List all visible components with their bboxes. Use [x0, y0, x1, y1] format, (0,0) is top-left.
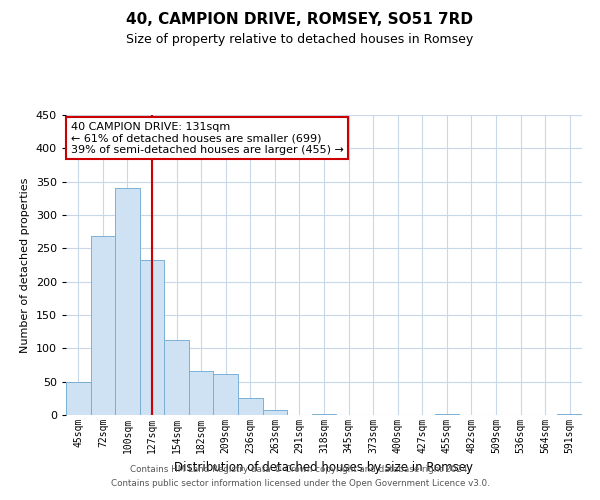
Bar — [115, 188, 140, 415]
Bar — [214, 374, 238, 415]
Bar — [164, 340, 189, 415]
Bar — [238, 398, 263, 415]
Bar — [434, 414, 459, 415]
Bar — [91, 236, 115, 415]
Bar — [66, 382, 91, 415]
Text: 40 CAMPION DRIVE: 131sqm
← 61% of detached houses are smaller (699)
39% of semi-: 40 CAMPION DRIVE: 131sqm ← 61% of detach… — [71, 122, 344, 155]
Bar — [263, 410, 287, 415]
Bar — [140, 260, 164, 415]
Bar — [312, 414, 336, 415]
Text: Contains HM Land Registry data © Crown copyright and database right 2024.
Contai: Contains HM Land Registry data © Crown c… — [110, 466, 490, 487]
Bar — [189, 371, 214, 415]
Text: 40, CAMPION DRIVE, ROMSEY, SO51 7RD: 40, CAMPION DRIVE, ROMSEY, SO51 7RD — [127, 12, 473, 28]
Bar — [557, 414, 582, 415]
Y-axis label: Number of detached properties: Number of detached properties — [20, 178, 30, 352]
X-axis label: Distribution of detached houses by size in Romsey: Distribution of detached houses by size … — [175, 462, 473, 474]
Text: Size of property relative to detached houses in Romsey: Size of property relative to detached ho… — [127, 32, 473, 46]
